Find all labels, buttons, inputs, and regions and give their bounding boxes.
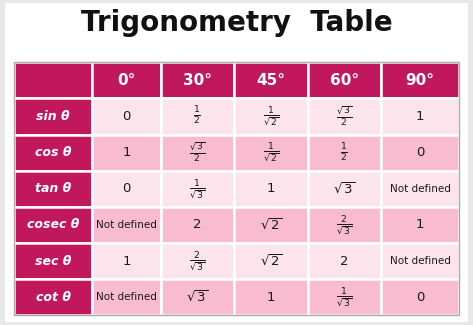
Bar xyxy=(161,243,234,279)
Bar xyxy=(307,62,381,98)
Text: 0: 0 xyxy=(416,146,424,159)
Text: Trigonometry  Table: Trigonometry Table xyxy=(81,9,392,37)
Text: 1: 1 xyxy=(267,291,275,304)
Text: $\frac{1}{\sqrt{2}}$: $\frac{1}{\sqrt{2}}$ xyxy=(263,141,279,164)
Bar xyxy=(234,243,307,279)
Bar xyxy=(14,207,92,243)
Text: cosec θ: cosec θ xyxy=(27,218,79,231)
Text: 60°: 60° xyxy=(330,73,359,88)
Bar xyxy=(381,207,459,243)
Bar xyxy=(381,62,459,98)
Bar xyxy=(161,279,234,315)
Bar xyxy=(14,98,92,135)
Text: tan θ: tan θ xyxy=(35,182,71,195)
Bar xyxy=(92,279,161,315)
Bar xyxy=(92,207,161,243)
Text: $\frac{1}{2}$: $\frac{1}{2}$ xyxy=(193,105,201,127)
Text: Not defined: Not defined xyxy=(389,184,450,194)
Bar xyxy=(381,135,459,171)
Text: sec θ: sec θ xyxy=(35,254,71,267)
Bar xyxy=(381,98,459,135)
Bar xyxy=(14,171,92,207)
Bar xyxy=(14,243,92,279)
Text: $\sqrt{3}$: $\sqrt{3}$ xyxy=(186,290,209,305)
Bar xyxy=(381,279,459,315)
Bar xyxy=(307,98,381,135)
Text: $\frac{1}{\sqrt{3}}$: $\frac{1}{\sqrt{3}}$ xyxy=(189,177,205,201)
Text: 0°: 0° xyxy=(117,73,136,88)
Text: 1: 1 xyxy=(122,254,131,267)
Text: sin θ: sin θ xyxy=(36,110,70,123)
Bar xyxy=(161,62,234,98)
Text: 30°: 30° xyxy=(183,73,212,88)
Text: 1: 1 xyxy=(416,218,424,231)
Text: Not defined: Not defined xyxy=(389,256,450,266)
Bar xyxy=(92,171,161,207)
Bar xyxy=(161,135,234,171)
Text: cos θ: cos θ xyxy=(35,146,71,159)
Text: 0: 0 xyxy=(122,182,131,195)
Text: $\sqrt{3}$: $\sqrt{3}$ xyxy=(333,181,355,196)
Text: $\sqrt{2}$: $\sqrt{2}$ xyxy=(260,217,282,233)
Text: 1: 1 xyxy=(267,182,275,195)
Text: $\frac{\sqrt{3}}{2}$: $\frac{\sqrt{3}}{2}$ xyxy=(336,105,352,128)
Text: 1: 1 xyxy=(122,146,131,159)
Bar xyxy=(307,135,381,171)
Bar xyxy=(14,62,92,98)
Bar xyxy=(307,171,381,207)
Bar xyxy=(92,62,161,98)
Bar xyxy=(161,171,234,207)
Bar xyxy=(307,279,381,315)
Text: 1: 1 xyxy=(416,110,424,123)
Bar xyxy=(234,98,307,135)
Text: $\frac{1}{\sqrt{3}}$: $\frac{1}{\sqrt{3}}$ xyxy=(336,286,352,309)
Bar xyxy=(234,62,307,98)
Bar xyxy=(161,98,234,135)
Text: $\sqrt{2}$: $\sqrt{2}$ xyxy=(260,254,282,269)
Bar xyxy=(234,171,307,207)
Bar xyxy=(234,207,307,243)
Bar xyxy=(92,98,161,135)
Bar xyxy=(14,135,92,171)
Text: cot θ: cot θ xyxy=(35,291,70,304)
Bar xyxy=(234,135,307,171)
Bar xyxy=(92,243,161,279)
Bar xyxy=(381,171,459,207)
Text: 2: 2 xyxy=(193,218,201,231)
Bar xyxy=(14,279,92,315)
Bar xyxy=(307,207,381,243)
Text: Not defined: Not defined xyxy=(96,292,157,302)
Text: 0: 0 xyxy=(122,110,131,123)
Text: 45°: 45° xyxy=(256,73,285,88)
Text: 0: 0 xyxy=(416,291,424,304)
Text: $\frac{1}{\sqrt{2}}$: $\frac{1}{\sqrt{2}}$ xyxy=(263,105,279,128)
Text: $\frac{2}{\sqrt{3}}$: $\frac{2}{\sqrt{3}}$ xyxy=(189,249,205,273)
Bar xyxy=(234,279,307,315)
Text: $\frac{2}{\sqrt{3}}$: $\frac{2}{\sqrt{3}}$ xyxy=(336,213,352,237)
Bar xyxy=(161,207,234,243)
Bar xyxy=(307,243,381,279)
Text: 2: 2 xyxy=(340,254,349,267)
Bar xyxy=(92,135,161,171)
Text: $\frac{\sqrt{3}}{2}$: $\frac{\sqrt{3}}{2}$ xyxy=(189,141,205,164)
Text: 90°: 90° xyxy=(405,73,434,88)
Text: Not defined: Not defined xyxy=(96,220,157,230)
Bar xyxy=(381,243,459,279)
Text: $\frac{1}{2}$: $\frac{1}{2}$ xyxy=(340,142,348,164)
